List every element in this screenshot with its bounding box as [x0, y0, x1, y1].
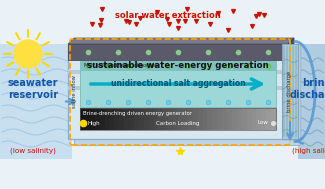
- Bar: [134, 108, 139, 130]
- Bar: [286, 46, 288, 137]
- Bar: [298, 44, 325, 159]
- Bar: [80, 61, 276, 71]
- Bar: [110, 108, 115, 130]
- Bar: [247, 108, 252, 130]
- Bar: [282, 44, 298, 139]
- Bar: [139, 108, 144, 130]
- Bar: [292, 46, 294, 137]
- Bar: [289, 46, 291, 137]
- Bar: [202, 108, 208, 130]
- Text: saline inflow: saline inflow: [72, 75, 76, 108]
- Bar: [68, 86, 288, 90]
- Bar: [266, 108, 272, 130]
- Bar: [163, 108, 169, 130]
- Bar: [183, 108, 188, 130]
- Text: brine discharge: brine discharge: [288, 71, 292, 112]
- Bar: [242, 108, 247, 130]
- Polygon shape: [68, 38, 294, 44]
- Text: (low salinity): (low salinity): [10, 148, 56, 154]
- Bar: [198, 108, 203, 130]
- Bar: [295, 46, 297, 137]
- Bar: [252, 108, 257, 130]
- Text: (high salinity): (high salinity): [292, 148, 325, 154]
- Bar: [207, 108, 213, 130]
- Bar: [232, 108, 237, 130]
- Text: solar water extraction: solar water extraction: [115, 12, 221, 20]
- Bar: [80, 61, 276, 107]
- Bar: [0, 44, 72, 159]
- Text: seawater
reservoir: seawater reservoir: [8, 78, 58, 100]
- Bar: [178, 108, 183, 130]
- Bar: [158, 108, 164, 130]
- Bar: [74, 44, 300, 145]
- Bar: [193, 108, 198, 130]
- Bar: [124, 108, 129, 130]
- Text: Low: Low: [257, 121, 268, 125]
- Bar: [105, 108, 110, 130]
- Bar: [271, 108, 277, 130]
- Bar: [85, 108, 90, 130]
- Bar: [217, 108, 223, 130]
- Bar: [80, 108, 276, 130]
- Bar: [129, 108, 135, 130]
- Bar: [188, 108, 193, 130]
- Text: sustainable water-energy generation: sustainable water-energy generation: [87, 61, 269, 70]
- Bar: [68, 44, 288, 139]
- Text: Carbon Loading: Carbon Loading: [156, 121, 200, 125]
- Bar: [68, 70, 288, 74]
- Bar: [256, 108, 262, 130]
- Bar: [153, 108, 159, 130]
- Text: unidirectional salt aggregation: unidirectional salt aggregation: [111, 80, 245, 88]
- Bar: [168, 108, 174, 130]
- Bar: [99, 108, 105, 130]
- Bar: [261, 108, 267, 130]
- Text: MOF-derived solar absorber: MOF-derived solar absorber: [84, 63, 157, 68]
- Bar: [90, 108, 95, 130]
- Bar: [119, 108, 124, 130]
- Bar: [283, 46, 285, 137]
- Text: High: High: [88, 121, 101, 125]
- Text: brine
discharge: brine discharge: [290, 78, 325, 100]
- Bar: [149, 108, 154, 130]
- Bar: [212, 108, 218, 130]
- Bar: [144, 108, 149, 130]
- Bar: [68, 44, 288, 60]
- Bar: [173, 108, 178, 130]
- Bar: [80, 108, 85, 130]
- Polygon shape: [288, 38, 294, 60]
- Bar: [95, 108, 100, 130]
- Circle shape: [14, 40, 42, 68]
- Bar: [222, 108, 228, 130]
- Bar: [237, 108, 242, 130]
- Bar: [114, 108, 120, 130]
- Bar: [227, 108, 232, 130]
- Text: Brine-drenching driven energy generator: Brine-drenching driven energy generator: [83, 111, 192, 116]
